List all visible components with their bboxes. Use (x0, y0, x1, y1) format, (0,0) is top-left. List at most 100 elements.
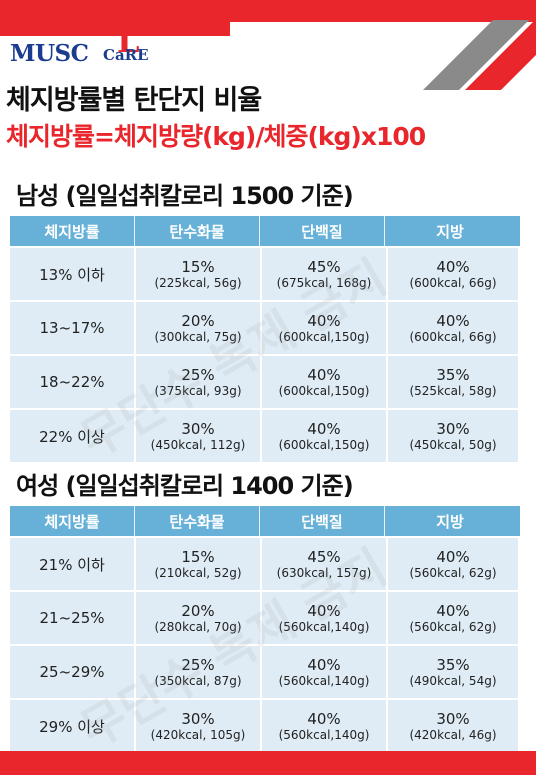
header-protein: 단백질 (260, 506, 385, 536)
detail-value: (280kcal, 70g) (154, 619, 242, 634)
pct-value: 40% (436, 257, 470, 276)
fat-cell: 40% (560kcal, 62g) (388, 538, 518, 590)
pct-value: 25% (181, 365, 215, 384)
header-bodyfat: 체지방률 (10, 216, 135, 246)
pct-value: 40% (307, 709, 341, 728)
detail-value: (450kcal, 112g) (150, 437, 246, 452)
detail-value: (420kcal, 46g) (409, 727, 497, 742)
fat-cell: 40% (560kcal, 62g) (388, 592, 518, 644)
header-protein: 단백질 (260, 216, 385, 246)
detail-value: (600kcal,150g) (278, 437, 370, 452)
pct-value: 15% (181, 547, 215, 566)
protein-cell: 40% (600kcal,150g) (262, 410, 386, 462)
row-label: 29% 이상 (10, 700, 134, 752)
pct-value: 20% (181, 311, 215, 330)
detail-value: (600kcal, 66g) (409, 329, 497, 344)
pct-value: 25% (181, 655, 215, 674)
row-label: 13~17% (10, 302, 134, 354)
female-section-title: 여성 (일일섭취칼로리 1400 기준) (16, 472, 354, 500)
detail-value: (600kcal, 66g) (409, 275, 497, 290)
logo-letter-l: L (117, 22, 140, 60)
header-carb: 탄수화물 (135, 506, 260, 536)
table-row: 13% 이하 15% (225kcal, 56g) 45% (675kcal, 16… (10, 248, 520, 300)
carb-cell: 25% (375kcal, 93g) (136, 356, 260, 408)
carb-cell: 15% (225kcal, 56g) (136, 248, 260, 300)
logo-care: CaRE (103, 46, 149, 64)
detail-value: (560kcal,140g) (278, 727, 370, 742)
detail-value: (560kcal,140g) (278, 619, 370, 634)
bottom-decor-bar (0, 751, 536, 775)
pct-value: 35% (436, 655, 470, 674)
pct-value: 45% (307, 547, 341, 566)
table-row: 25~29% 25% (350kcal, 87g) 40% (560kcal,140… (10, 646, 520, 698)
table-row: 29% 이상 30% (420kcal, 105g) 40% (560kcal,14… (10, 700, 520, 752)
protein-cell: 40% (600kcal,150g) (262, 302, 386, 354)
header-fat: 지방 (436, 512, 464, 531)
brand-logo: MUSC L CaRE (10, 22, 160, 74)
pct-value: 30% (181, 419, 215, 438)
top-decor-notch (0, 22, 230, 36)
table-row: 18~22% 25% (375kcal, 93g) 40% (600kcal,150… (10, 356, 520, 408)
carb-cell: 20% (280kcal, 70g) (136, 592, 260, 644)
pct-value: 15% (181, 257, 215, 276)
pct-value: 40% (436, 547, 470, 566)
formula-subtitle: 체지방률=체지방량(kg)/체중(kg)x100 (6, 122, 426, 151)
detail-value: (450kcal, 50g) (409, 437, 497, 452)
page-title: 체지방률별 탄단지 비율 (6, 85, 262, 116)
carb-cell: 30% (420kcal, 105g) (136, 700, 260, 752)
pct-value: 40% (307, 655, 341, 674)
row-label: 18~22% (10, 356, 134, 408)
protein-cell: 45% (675kcal, 168g) (262, 248, 386, 300)
protein-cell: 40% (560kcal,140g) (262, 646, 386, 698)
protein-cell: 40% (600kcal,150g) (262, 356, 386, 408)
fat-cell: 30% (450kcal, 50g) (388, 410, 518, 462)
detail-value: (350kcal, 87g) (154, 673, 242, 688)
detail-value: (560kcal, 62g) (409, 619, 497, 634)
detail-value: (375kcal, 93g) (154, 383, 242, 398)
header-fat: 지방 (436, 222, 464, 241)
carb-cell: 20% (300kcal, 75g) (136, 302, 260, 354)
detail-value: (490kcal, 54g) (409, 673, 497, 688)
pct-value: 30% (436, 709, 470, 728)
header-carb: 탄수화물 (135, 216, 260, 246)
fat-cell: 40% (600kcal, 66g) (388, 302, 518, 354)
detail-value: (525kcal, 58g) (409, 383, 497, 398)
fat-cell: 35% (525kcal, 58g) (388, 356, 518, 408)
table-row: 21~25% 20% (280kcal, 70g) 40% (560kcal,140… (10, 592, 520, 644)
detail-value: (420kcal, 105g) (150, 727, 246, 742)
pct-value: 40% (436, 601, 470, 620)
row-label: 21% 이하 (10, 538, 134, 590)
detail-value: (600kcal,150g) (278, 383, 370, 398)
header-bodyfat: 체지방률 (10, 506, 135, 536)
pct-value: 40% (307, 311, 341, 330)
pct-value: 35% (436, 365, 470, 384)
detail-value: (560kcal,140g) (278, 673, 370, 688)
pct-value: 40% (307, 419, 341, 438)
protein-cell: 40% (560kcal,140g) (262, 700, 386, 752)
male-table: 체지방률 탄수화물 단백질 지방 13% 이하 15% (225kcal, 56g… (10, 216, 520, 462)
female-table: 체지방률 탄수화물 단백질 지방 21% 이하 15% (210kcal, 52g… (10, 506, 520, 752)
fat-cell: 40% (600kcal, 66g) (388, 248, 518, 300)
detail-value: (675kcal, 168g) (276, 275, 372, 290)
row-label: 21~25% (10, 592, 134, 644)
row-label: 22% 이상 (10, 410, 134, 462)
pct-value: 40% (307, 365, 341, 384)
table-header: 체지방률 탄수화물 단백질 지방 (10, 216, 520, 246)
male-section-title: 남성 (일일섭취칼로리 1500 기준) (16, 182, 354, 210)
pct-value: 30% (181, 709, 215, 728)
table-row: 21% 이하 15% (210kcal, 52g) 45% (630kcal, 15… (10, 538, 520, 590)
table-row: 13~17% 20% (300kcal, 75g) 40% (600kcal,150… (10, 302, 520, 354)
row-label: 13% 이하 (10, 248, 134, 300)
protein-cell: 40% (560kcal,140g) (262, 592, 386, 644)
detail-value: (600kcal,150g) (278, 329, 370, 344)
pct-value: 45% (307, 257, 341, 276)
detail-value: (300kcal, 75g) (154, 329, 242, 344)
table-header: 체지방률 탄수화물 단백질 지방 (10, 506, 520, 536)
detail-value: (210kcal, 52g) (154, 565, 242, 580)
detail-value: (630kcal, 157g) (276, 565, 372, 580)
pct-value: 30% (436, 419, 470, 438)
logo-text: MUSC (10, 40, 89, 67)
pct-value: 40% (436, 311, 470, 330)
detail-value: (560kcal, 62g) (409, 565, 497, 580)
pct-value: 40% (307, 601, 341, 620)
